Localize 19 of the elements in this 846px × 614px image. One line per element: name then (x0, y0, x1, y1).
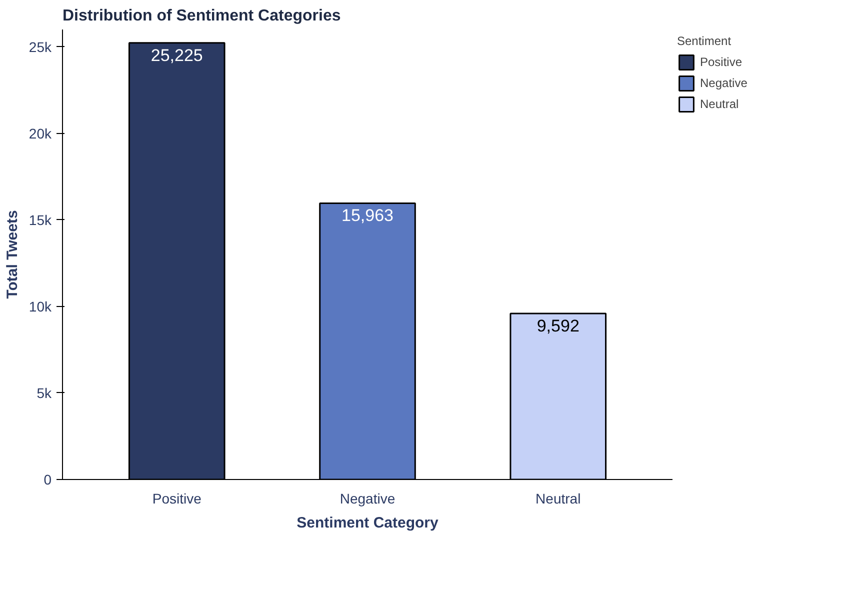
y-tick-label: 5k (36, 384, 52, 401)
legend-title: Sentiment (677, 34, 732, 48)
data-label: 9,592 (536, 316, 580, 336)
legend-label: Positive (700, 55, 742, 69)
legend-label: Negative (700, 76, 748, 90)
y-tick-label: 25k (28, 38, 52, 55)
x-tick-label: Neutral (536, 490, 581, 506)
x-tick-label: Positive (152, 490, 202, 506)
y-tick-label: 10k (28, 298, 52, 314)
chart-title: Distribution of Sentiment Categories (62, 8, 341, 24)
x-tick-label: Negative (340, 490, 396, 506)
legend-label: Neutral (700, 97, 739, 111)
y-axis-title: Total Tweets (4, 210, 21, 299)
y-tick-label: 0 (44, 472, 52, 488)
y-tick-label: 20k (28, 125, 52, 142)
data-label: 15,963 (342, 206, 394, 226)
x-axis-title: Sentiment Category (296, 514, 440, 532)
data-label: 25,225 (150, 46, 203, 65)
y-tick-label: 15k (28, 212, 52, 228)
